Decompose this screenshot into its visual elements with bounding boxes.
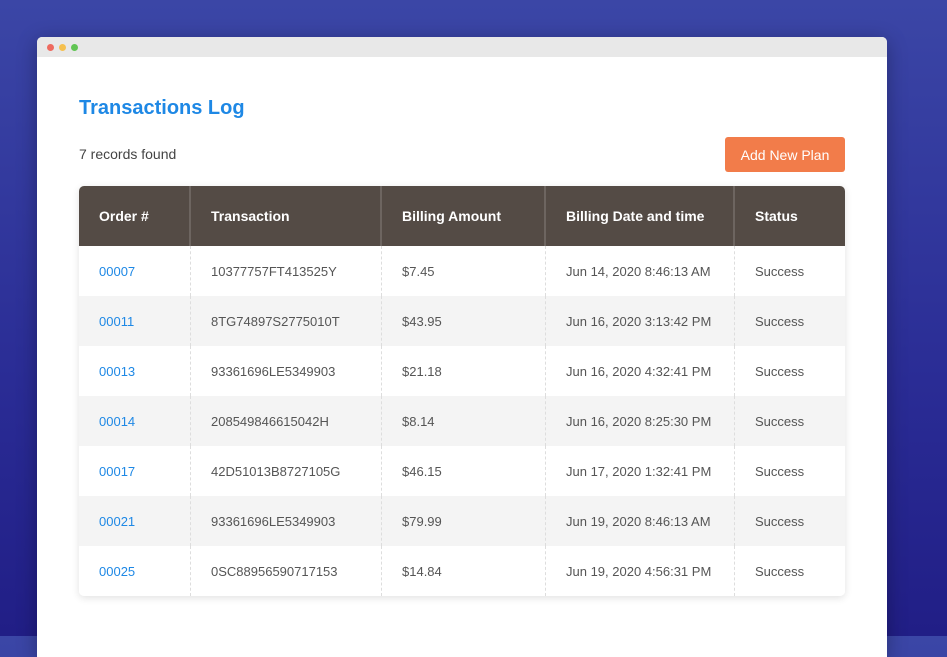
- billing-date: Jun 19, 2020 4:56:31 PM: [566, 563, 712, 579]
- transactions-table: Order # Transaction Billing Amount Billi…: [79, 186, 845, 596]
- status-cell: Success: [735, 546, 845, 596]
- table-row: 00025 0SC88956590717153 $14.84 Jun 19, 2020…: [79, 546, 845, 596]
- billing-amount-cell: $79.99: [382, 496, 546, 546]
- transaction-id: 42D51013B8727105G: [211, 463, 341, 479]
- order-link[interactable]: 00021: [99, 513, 136, 529]
- billing-date-cell: Jun 17, 2020 1:32:41 PM: [546, 446, 735, 496]
- status: Success: [755, 313, 805, 329]
- billing-date-cell: Jun 16, 2020 4:32:41 PM: [546, 346, 735, 396]
- status: Success: [755, 513, 805, 529]
- billing-amount-cell: $46.15: [382, 446, 546, 496]
- transaction-id: 10377757FT413525Y: [211, 263, 337, 279]
- billing-date-cell: Jun 19, 2020 8:46:13 AM: [546, 496, 735, 546]
- table-row: 00007 10377757FT413525Y $7.45 Jun 14, 2020 …: [79, 246, 845, 296]
- order-link[interactable]: 00014: [99, 413, 136, 429]
- header-order[interactable]: Order #: [79, 186, 191, 246]
- order-link[interactable]: 00013: [99, 363, 136, 379]
- billing-amount: $14.84: [402, 563, 442, 579]
- order-link[interactable]: 00017: [99, 463, 136, 479]
- status: Success: [755, 363, 805, 379]
- billing-date-cell: Jun 16, 2020 3:13:42 PM: [546, 296, 735, 346]
- order-link-cell: 00021: [79, 496, 191, 546]
- billing-amount-cell: $7.45: [382, 246, 546, 296]
- transaction-id-cell: 10377757FT413525Y: [191, 246, 382, 296]
- table-body: 00007 10377757FT413525Y $7.45 Jun 14, 2020 …: [79, 246, 845, 596]
- status-cell: Success: [735, 446, 845, 496]
- transaction-id-cell: 93361696LE5349903: [191, 496, 382, 546]
- order-link-cell: 00014: [79, 396, 191, 446]
- transaction-id: 8TG74897S2775010T: [211, 313, 340, 329]
- transaction-id-cell: 0SC88956590717153: [191, 546, 382, 596]
- billing-date-cell: Jun 19, 2020 4:56:31 PM: [546, 546, 735, 596]
- billing-amount-cell: $8.14: [382, 396, 546, 446]
- order-link[interactable]: 00011: [99, 313, 135, 329]
- status-cell: Success: [735, 496, 845, 546]
- billing-date: Jun 17, 2020 1:32:41 PM: [566, 463, 712, 479]
- billing-amount-cell: $14.84: [382, 546, 546, 596]
- transaction-id: 93361696LE5349903: [211, 513, 336, 529]
- billing-amount: $46.15: [402, 463, 442, 479]
- billing-amount-cell: $21.18: [382, 346, 546, 396]
- table-header: Order # Transaction Billing Amount Billi…: [79, 186, 845, 246]
- browser-window: Transactions Log 7 records found Add New…: [37, 37, 887, 657]
- status: Success: [755, 563, 805, 579]
- billing-amount: $21.18: [402, 363, 442, 379]
- billing-date: Jun 16, 2020 4:32:41 PM: [566, 363, 712, 379]
- billing-date: Jun 16, 2020 8:25:30 PM: [566, 413, 712, 429]
- billing-amount: $7.45: [402, 263, 435, 279]
- order-link[interactable]: 00025: [99, 563, 136, 579]
- transaction-id: 93361696LE5349903: [211, 363, 336, 379]
- status: Success: [755, 263, 805, 279]
- header-billing-date[interactable]: Billing Date and time: [546, 186, 735, 246]
- status-cell: Success: [735, 246, 845, 296]
- records-count: 7 records found: [79, 146, 177, 162]
- header-billing-amount[interactable]: Billing Amount: [382, 186, 546, 246]
- status-cell: Success: [735, 396, 845, 446]
- maximize-window-button[interactable]: [71, 43, 78, 51]
- transaction-id-cell: 208549846615042H: [191, 396, 382, 446]
- billing-date: Jun 14, 2020 8:46:13 AM: [566, 263, 711, 279]
- order-link-cell: 00007: [79, 246, 191, 296]
- billing-amount: $43.95: [402, 313, 442, 329]
- table-row: 00014 208549846615042H $8.14 Jun 16, 2020 8…: [79, 396, 845, 446]
- billing-amount: $79.99: [402, 513, 442, 529]
- table-row: 00011 8TG74897S2775010T $43.95 Jun 16, 2020…: [79, 296, 845, 346]
- table-row: 00013 93361696LE5349903 $21.18 Jun 16, 2020…: [79, 346, 845, 396]
- close-window-button[interactable]: [47, 43, 54, 51]
- order-link-cell: 00011: [79, 296, 191, 346]
- transaction-id: 0SC88956590717153: [211, 563, 338, 579]
- status-cell: Success: [735, 346, 845, 396]
- minimize-window-button[interactable]: [59, 43, 66, 51]
- order-link-cell: 00013: [79, 346, 191, 396]
- billing-date: Jun 16, 2020 3:13:42 PM: [566, 313, 712, 329]
- table-row: 00021 93361696LE5349903 $79.99 Jun 19, 2020…: [79, 496, 845, 546]
- header-transaction[interactable]: Transaction: [191, 186, 382, 246]
- transaction-id: 208549846615042H: [211, 413, 329, 429]
- transaction-id-cell: 8TG74897S2775010T: [191, 296, 382, 346]
- order-link-cell: 00017: [79, 446, 191, 496]
- add-new-plan-button[interactable]: Add New Plan: [725, 137, 845, 172]
- transaction-id-cell: 93361696LE5349903: [191, 346, 382, 396]
- table-row: 00017 42D51013B8727105G $46.15 Jun 17, 2020…: [79, 446, 845, 496]
- status-cell: Success: [735, 296, 845, 346]
- billing-date: Jun 19, 2020 8:46:13 AM: [566, 513, 711, 529]
- billing-amount-cell: $43.95: [382, 296, 546, 346]
- status: Success: [755, 463, 805, 479]
- transaction-id-cell: 42D51013B8727105G: [191, 446, 382, 496]
- status: Success: [755, 413, 805, 429]
- page-title: Transactions Log: [79, 97, 245, 119]
- billing-date-cell: Jun 16, 2020 8:25:30 PM: [546, 396, 735, 446]
- title-bar: [37, 37, 887, 57]
- order-link-cell: 00025: [79, 546, 191, 596]
- header-status[interactable]: Status: [755, 208, 798, 224]
- billing-amount: $8.14: [402, 413, 435, 429]
- order-link[interactable]: 00007: [99, 263, 136, 279]
- billing-date-cell: Jun 14, 2020 8:46:13 AM: [546, 246, 735, 296]
